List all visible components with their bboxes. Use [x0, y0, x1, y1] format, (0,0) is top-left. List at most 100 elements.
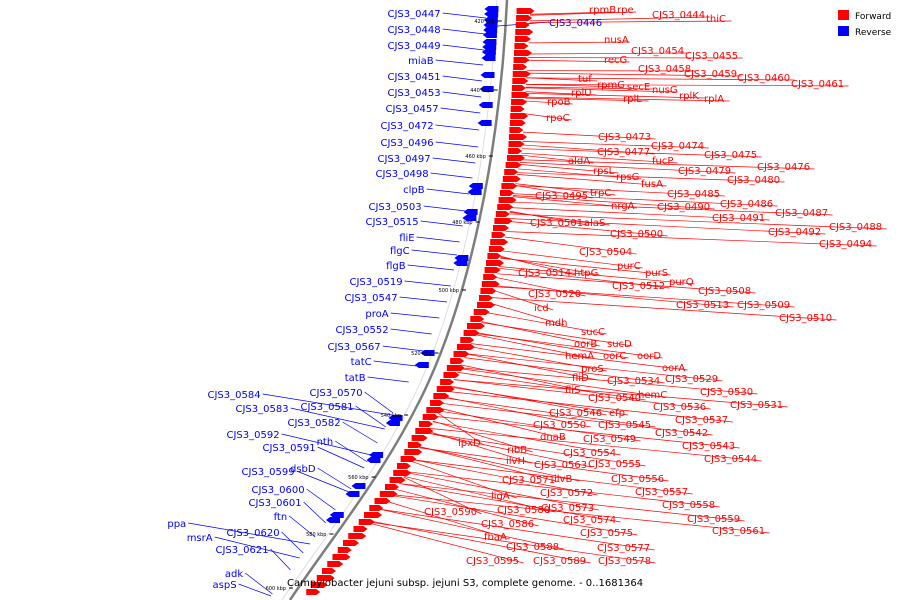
forward-gene-feature — [508, 148, 523, 154]
forward-leader-line — [511, 201, 833, 216]
forward-gene-label-hemc: hemC — [638, 390, 667, 401]
reverse-leader-line — [281, 433, 372, 456]
forward-leader-line — [475, 333, 663, 359]
forward-leader-line — [515, 183, 616, 196]
forward-gene-label-fusa: fusA — [641, 179, 663, 190]
forward-gene-label-cjs3-0577: CJS3_0577 — [597, 543, 650, 554]
reverse-gene-feature — [420, 350, 435, 356]
forward-gene-label-cjs3-0486: CJS3_0486 — [720, 199, 773, 210]
forward-gene-feature — [337, 547, 352, 553]
forward-leader-line — [438, 410, 641, 442]
forward-leader-line — [391, 494, 770, 534]
reverse-gene-feature — [453, 260, 468, 266]
legend-forward: Forward — [838, 10, 891, 22]
reverse-gene-label-cjs3-0496: CJS3_0496 — [381, 138, 434, 149]
reverse-gene-feature — [463, 209, 478, 215]
forward-leader-line — [525, 84, 849, 87]
forward-gene-label-cjs3-0558: CJS3_0558 — [662, 500, 715, 511]
forward-leader-line — [412, 459, 598, 496]
forward-leader-line — [514, 185, 725, 197]
reverse-gene-feature — [480, 72, 495, 78]
reverse-gene-label-msra: msrA — [187, 533, 213, 544]
reverse-leader-line — [306, 488, 336, 511]
legend-reverse-swatch — [838, 26, 849, 36]
forward-gene-feature — [466, 323, 485, 329]
reverse-leader-line — [442, 91, 482, 98]
forward-leader-line — [509, 210, 588, 226]
forward-leader-line — [514, 185, 593, 199]
forward-leader-line — [513, 193, 778, 207]
forward-gene-label-purs: purS — [645, 268, 668, 279]
reverse-leader-line — [442, 75, 483, 82]
forward-gene-label-htpg: htpG — [574, 268, 598, 279]
forward-gene-label-cjs3-0586: CJS3_0586 — [481, 519, 534, 530]
forward-gene-feature — [379, 491, 398, 497]
forward-gene-feature — [507, 155, 525, 161]
forward-gene-label-cjs3-0491: CJS3_0491 — [712, 213, 765, 224]
reverse-leader-line — [442, 28, 486, 35]
forward-gene-feature — [327, 561, 344, 567]
forward-gene-label-hema: hemA — [565, 351, 594, 362]
reverse-gene-label-cjs3-0497: CJS3_0497 — [378, 154, 431, 165]
forward-gene-label-sece: secE — [627, 82, 650, 93]
forward-gene-label-ilvb: ilvB — [554, 474, 572, 485]
forward-gene-feature — [322, 568, 336, 574]
forward-gene-label-cjs3-0550: CJS3_0550 — [533, 420, 586, 431]
reverse-gene-feature — [482, 32, 497, 38]
reverse-gene-label-cjs3-0570: CJS3_0570 — [310, 388, 363, 399]
forward-gene-feature — [450, 358, 465, 364]
reverse-leader-line — [440, 107, 481, 114]
forward-gene-label-cjs3-0458: CJS3_0458 — [638, 64, 691, 75]
forward-gene-feature — [513, 57, 530, 63]
forward-leader-line — [500, 256, 600, 276]
forward-gene-label-lpxd: lpxD — [458, 438, 481, 449]
forward-gene-feature — [358, 519, 375, 525]
reverse-gene-label-cjs3-0519: CJS3_0519 — [350, 277, 403, 288]
forward-gene-feature — [514, 43, 529, 49]
forward-leader-line — [526, 77, 598, 82]
legend-forward-swatch — [838, 10, 849, 20]
forward-gene-label-cjs3-0476: CJS3_0476 — [757, 162, 810, 173]
forward-gene-label-cjs3-0542: CJS3_0542 — [655, 428, 708, 439]
forward-leader-line — [530, 11, 615, 15]
reverse-leader-line — [382, 345, 424, 352]
forward-gene-label-cjs3-0495: CJS3_0495 — [535, 191, 588, 202]
forward-leader-line — [435, 416, 740, 449]
forward-gene-label-rpob: rpoB — [547, 97, 571, 108]
genome-backbone — [288, 0, 509, 600]
forward-gene-feature — [514, 36, 531, 42]
forward-gene-label-alas: alaS — [584, 218, 605, 229]
reverse-leader-line — [335, 440, 368, 463]
forward-gene-feature — [343, 540, 359, 546]
reverse-leader-line — [416, 236, 460, 243]
forward-gene-label-cjs3-0540: CJS3_0540 — [588, 393, 641, 404]
scale-label: 580 kbp — [306, 532, 326, 538]
forward-gene-label-cjs3-0494: CJS3_0494 — [819, 239, 872, 250]
reverse-gene-feature — [326, 517, 340, 523]
reverse-leader-line — [442, 12, 486, 19]
reverse-gene-feature — [484, 11, 499, 17]
forward-gene-feature — [311, 582, 328, 588]
forward-gene-label-oorc: oorC — [603, 351, 626, 362]
forward-gene-label-tuf: tuf — [578, 74, 592, 85]
forward-gene-feature — [404, 449, 423, 455]
forward-leader-line — [517, 174, 667, 187]
reverse-gene-feature — [366, 457, 381, 463]
forward-leader-line — [429, 428, 762, 462]
scale-label: 560 kbp — [348, 475, 368, 481]
reverse-leader-line — [430, 172, 473, 179]
forward-gene-label-cjs3-0563: CJS3_0563 — [534, 460, 587, 471]
reverse-gene-label-cjs3-0582: CJS3_0582 — [288, 418, 341, 429]
forward-gene-feature — [480, 288, 497, 294]
forward-gene-label-cjs3-0508: CJS3_0508 — [698, 286, 751, 297]
scale-label: 540 kbp — [381, 413, 401, 419]
scale-label: 520 kbp — [411, 351, 431, 357]
forward-gene-label-rplk: rplK — [679, 91, 699, 102]
forward-gene-feature — [494, 218, 513, 224]
forward-leader-line — [466, 353, 723, 382]
reverse-gene-feature — [468, 183, 483, 189]
forward-gene-label-cjs3-0572: CJS3_0572 — [540, 488, 593, 499]
forward-gene-feature — [498, 197, 517, 203]
forward-leader-line — [459, 367, 758, 395]
